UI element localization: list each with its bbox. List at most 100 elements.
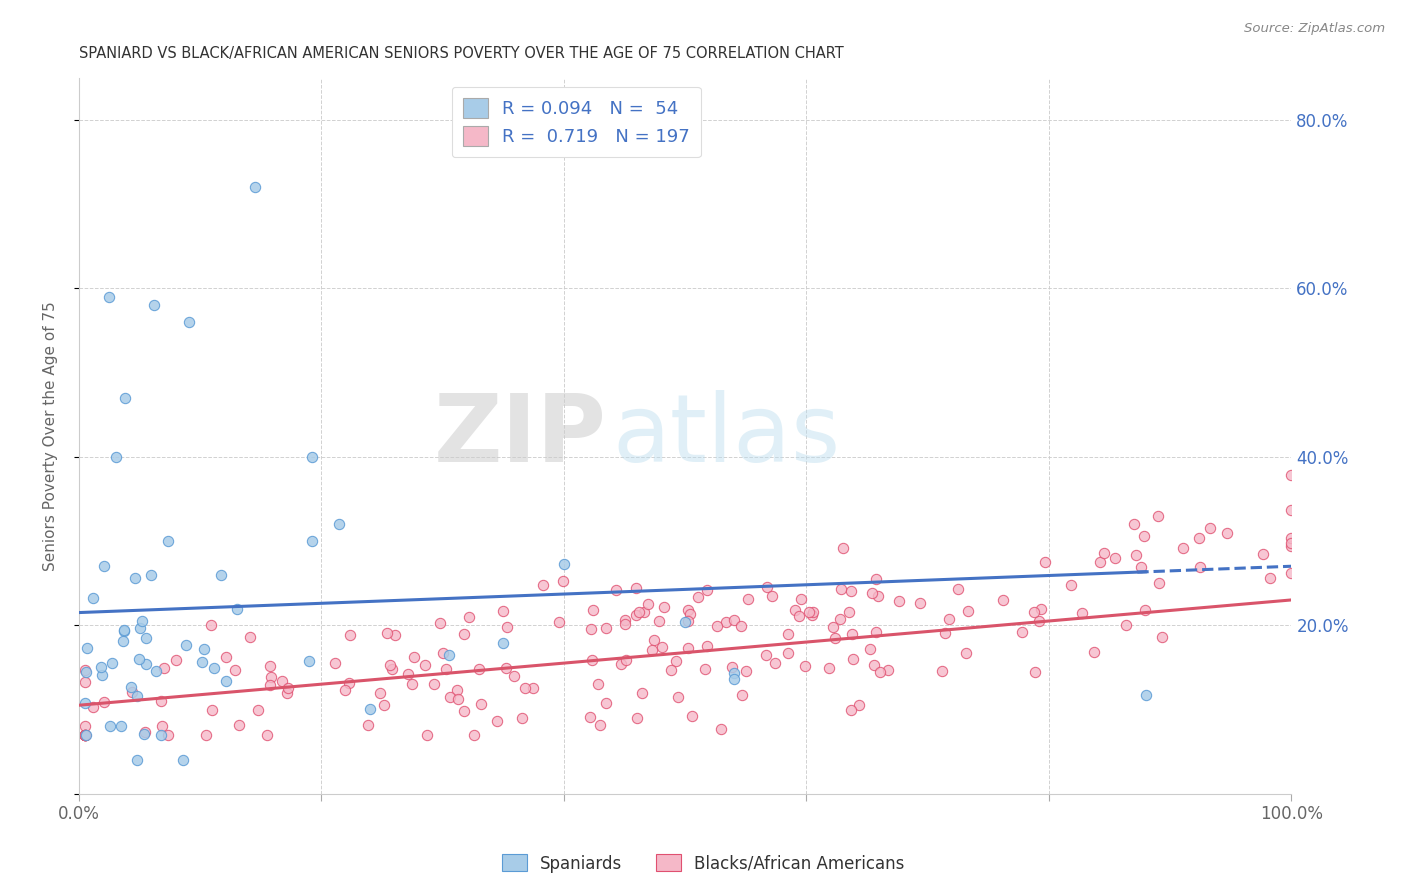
Point <box>134 725 156 739</box>
Point <box>359 701 381 715</box>
Point <box>627 605 650 619</box>
Point <box>1135 603 1157 617</box>
Point <box>73 728 96 742</box>
Point <box>696 582 718 597</box>
Point <box>637 597 659 611</box>
Point <box>114 391 136 405</box>
Point <box>156 533 179 548</box>
Point <box>868 589 890 603</box>
Point <box>991 593 1014 607</box>
Point <box>172 753 194 767</box>
Point <box>503 669 526 683</box>
Point <box>76 640 98 655</box>
Point <box>384 628 406 642</box>
Point <box>470 697 492 711</box>
Point <box>135 657 157 672</box>
Point <box>631 686 654 700</box>
Point <box>1092 546 1115 560</box>
Point <box>339 628 361 642</box>
Point <box>696 639 718 653</box>
Point <box>595 622 617 636</box>
Point <box>1188 560 1211 574</box>
Point <box>723 672 745 686</box>
Point <box>139 567 162 582</box>
Point <box>1083 644 1105 658</box>
Point <box>716 615 738 629</box>
Point <box>678 607 700 622</box>
Point <box>174 638 197 652</box>
Point <box>828 612 851 626</box>
Point <box>589 718 612 732</box>
Point <box>127 753 149 767</box>
Point <box>799 605 821 619</box>
Point <box>695 662 717 676</box>
Point <box>531 578 554 592</box>
Point <box>245 180 267 194</box>
Point <box>1281 467 1303 482</box>
Point <box>887 594 910 608</box>
Point <box>90 660 112 674</box>
Point <box>75 665 97 679</box>
Point <box>581 653 603 667</box>
Point <box>776 646 799 660</box>
Point <box>165 653 187 667</box>
Point <box>1011 625 1033 640</box>
Point <box>73 664 96 678</box>
Point <box>841 627 863 641</box>
Point <box>723 666 745 681</box>
Point <box>228 718 250 732</box>
Point <box>1150 630 1173 644</box>
Point <box>127 690 149 704</box>
Point <box>259 658 281 673</box>
Point <box>848 698 870 713</box>
Point <box>513 681 536 696</box>
Point <box>333 682 356 697</box>
Point <box>191 655 214 669</box>
Point <box>447 692 470 706</box>
Point <box>209 567 232 582</box>
Point <box>200 618 222 632</box>
Point <box>579 622 602 636</box>
Point <box>485 714 508 728</box>
Point <box>1115 618 1137 632</box>
Point <box>609 657 631 672</box>
Text: ZIP: ZIP <box>433 390 606 482</box>
Point <box>1122 517 1144 532</box>
Point <box>82 700 104 714</box>
Point <box>93 559 115 574</box>
Text: SPANIARD VS BLACK/AFRICAN AMERICAN SENIORS POVERTY OVER THE AGE OF 75 CORRELATIO: SPANIARD VS BLACK/AFRICAN AMERICAN SENIO… <box>79 46 844 62</box>
Point <box>98 290 121 304</box>
Point <box>863 658 886 673</box>
Point <box>453 704 475 718</box>
Point <box>301 450 323 464</box>
Point <box>110 719 132 733</box>
Point <box>721 660 744 674</box>
Point <box>120 680 142 694</box>
Point <box>1125 549 1147 563</box>
Point <box>1281 540 1303 554</box>
Point <box>121 685 143 699</box>
Point <box>582 603 605 617</box>
Point <box>1188 531 1211 545</box>
Point <box>73 728 96 742</box>
Point <box>73 728 96 742</box>
Point <box>735 664 758 678</box>
Point <box>239 630 262 644</box>
Point <box>135 631 157 645</box>
Point <box>1281 503 1303 517</box>
Point <box>793 658 815 673</box>
Point <box>955 646 977 660</box>
Legend: R = 0.094   N =  54, R =  0.719   N = 197: R = 0.094 N = 54, R = 0.719 N = 197 <box>451 87 700 157</box>
Point <box>101 656 124 670</box>
Point <box>842 652 865 666</box>
Point <box>579 710 602 724</box>
Point <box>1129 559 1152 574</box>
Point <box>938 612 960 626</box>
Point <box>150 719 173 733</box>
Point <box>128 652 150 666</box>
Point <box>73 728 96 742</box>
Point <box>195 728 218 742</box>
Point <box>614 617 637 632</box>
Point <box>1024 665 1046 680</box>
Point <box>551 574 574 588</box>
